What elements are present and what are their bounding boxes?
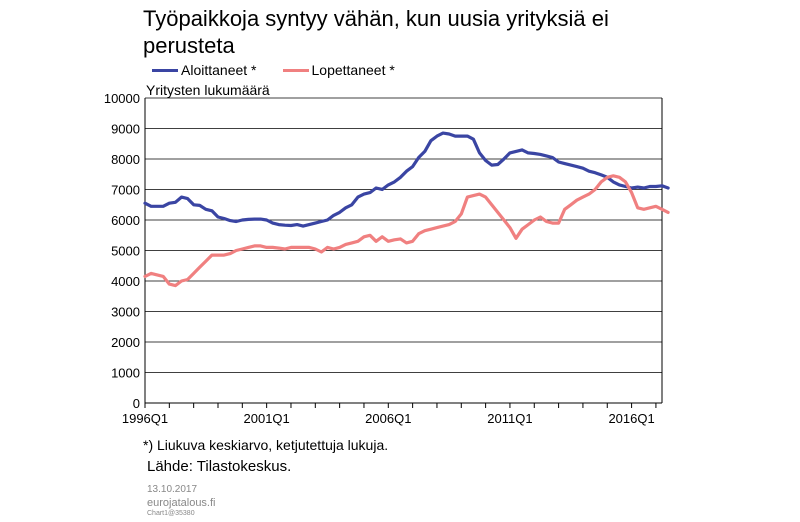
y-axis-label: Yritysten lukumäärä	[146, 82, 270, 98]
footer-date: 13.10.2017	[147, 484, 198, 495]
legend-swatch-lopettaneet	[282, 68, 309, 72]
y-tick-label-10000: 10000	[104, 91, 140, 106]
legend: Aloittaneet * Lopettaneet *	[152, 62, 421, 78]
x-tick-label-2016Q1: 2016Q1	[608, 411, 654, 426]
y-tick-label-2000: 2000	[111, 335, 140, 350]
series-line-lopettaneet	[143, 174, 670, 288]
footnote: *) Liukuva keskiarvo, ketjutettuja lukuj…	[143, 437, 389, 453]
series-line-aloittaneet	[143, 131, 670, 228]
x-tick-label-2006Q1: 2006Q1	[365, 411, 411, 426]
y-tick-label-7000: 7000	[111, 183, 140, 198]
source-note: Lähde: Tilastokeskus.	[147, 458, 292, 475]
legend-label-aloittaneet: Aloittaneet *	[181, 62, 257, 78]
x-tick-label-2001Q1: 2001Q1	[244, 411, 290, 426]
y-tick-label-6000: 6000	[111, 213, 140, 228]
y-tick-label-3000: 3000	[111, 305, 140, 320]
y-tick-label-1000: 1000	[111, 366, 140, 381]
y-tick-label-8000: 8000	[111, 152, 140, 167]
y-tick-label-0: 0	[133, 396, 140, 411]
y-tick-label-5000: 5000	[111, 244, 140, 259]
y-tick-label-4000: 4000	[111, 274, 140, 289]
y-tick-label-9000: 9000	[111, 122, 140, 137]
legend-swatch-aloittaneet	[152, 68, 178, 72]
x-tick-label-2011Q1: 2011Q1	[487, 411, 532, 426]
footer-chart-id: Chart1@35380	[147, 510, 195, 517]
x-tick-label-1996Q1: 1996Q1	[122, 411, 168, 426]
chart-title: Työpaikkoja syntyy vähän, kun uusia yrit…	[143, 6, 609, 58]
legend-item-aloittaneet: Aloittaneet *	[152, 62, 257, 78]
legend-item-lopettaneet: Lopettaneet *	[282, 62, 395, 78]
legend-label-lopettaneet: Lopettaneet *	[311, 62, 395, 78]
footer-site: eurojatalous.fi	[147, 497, 216, 509]
